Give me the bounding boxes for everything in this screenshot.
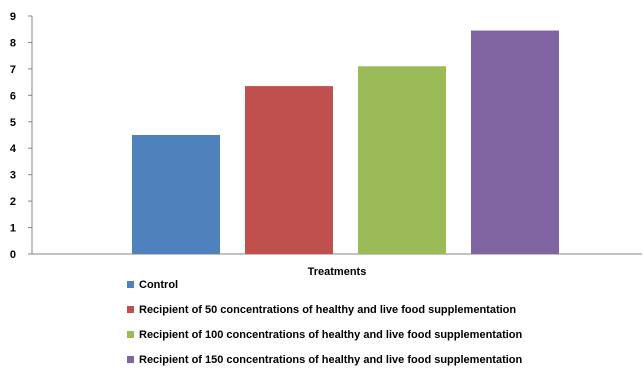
legend-label-1: Control (139, 279, 178, 291)
y-tick-label: 2 (10, 196, 16, 208)
y-tick-label: 7 (10, 64, 16, 76)
legend-swatch-2 (127, 306, 134, 313)
y-tick-label: 0 (10, 249, 16, 261)
y-tick-label: 6 (10, 90, 16, 102)
legend-swatch-4 (127, 356, 134, 363)
legend-label-3: Recipient of 100 concentrations of healt… (139, 329, 523, 341)
bar-2 (245, 86, 333, 254)
legend-label-4: Recipient of 150 concentrations of healt… (139, 354, 523, 366)
legend-swatch-1 (127, 281, 134, 288)
y-tick-label: 5 (10, 117, 16, 129)
bar-4 (471, 30, 559, 254)
legend-swatch-3 (127, 331, 134, 338)
y-tick-label: 1 (10, 223, 16, 235)
legend-label-2: Recipient of 50 concentrations of health… (139, 304, 516, 316)
legend: Control Recipient of 50 concentrations of… (127, 279, 523, 366)
bar-3 (358, 66, 446, 254)
x-axis-title: Treatments (308, 266, 367, 278)
y-tick-label: 4 (10, 143, 17, 155)
bars (132, 30, 559, 254)
y-tick-label: 3 (10, 170, 16, 182)
y-tick-label: 9 (10, 11, 16, 23)
bar-1 (132, 135, 220, 254)
y-tick-label: 8 (10, 37, 16, 49)
